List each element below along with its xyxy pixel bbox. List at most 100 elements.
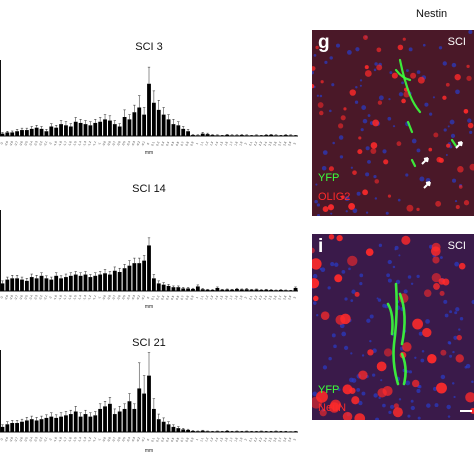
bar bbox=[49, 126, 54, 136]
nucleus-dot bbox=[434, 403, 439, 408]
bar bbox=[283, 135, 288, 136]
nucleus-dot bbox=[361, 391, 366, 396]
marker-cell bbox=[417, 76, 425, 84]
nucleus-dot bbox=[359, 79, 363, 82]
nucleus-dot bbox=[455, 307, 460, 312]
marker-cell bbox=[377, 100, 383, 105]
x-tick-label: -2.7 bbox=[13, 294, 19, 301]
nucleus-dot bbox=[312, 301, 317, 305]
marker-cell bbox=[312, 278, 320, 289]
x-tick-label: 2 bbox=[244, 438, 248, 441]
nucleus-dot bbox=[426, 403, 431, 408]
bar bbox=[103, 273, 107, 291]
marker-cell bbox=[358, 370, 368, 380]
bar bbox=[88, 125, 93, 136]
bar bbox=[186, 429, 190, 432]
bar bbox=[161, 421, 166, 432]
x-tick-label: 0.4 bbox=[165, 437, 170, 443]
x-tick-label: -0.7 bbox=[111, 294, 117, 301]
marker-cell bbox=[396, 141, 402, 147]
marker-cell bbox=[367, 349, 374, 356]
nucleus-dot bbox=[388, 410, 392, 414]
bar bbox=[239, 289, 244, 291]
bar bbox=[181, 128, 186, 136]
bar bbox=[186, 131, 190, 136]
x-tick-label: 0.4 bbox=[165, 295, 170, 301]
x-tick-label: 0.6 bbox=[175, 141, 180, 147]
bar bbox=[142, 393, 147, 432]
marker-cell bbox=[319, 110, 324, 116]
nucleus-dot bbox=[448, 341, 452, 345]
x-tick-label: -0.3 bbox=[131, 294, 137, 301]
nucleus-dot bbox=[380, 379, 383, 382]
bar bbox=[264, 289, 269, 291]
x-tick-label: 2.5 bbox=[268, 141, 273, 147]
marker-cell bbox=[431, 242, 441, 252]
marker-cell bbox=[401, 235, 411, 245]
bar bbox=[195, 135, 200, 136]
nucleus-dot bbox=[344, 297, 348, 301]
marker-cell bbox=[411, 379, 420, 388]
nucleus-dot bbox=[319, 94, 323, 98]
x-tick-label: 2.1 bbox=[248, 295, 253, 301]
bar bbox=[254, 289, 259, 291]
marker-cell bbox=[320, 80, 324, 84]
marker-cell bbox=[328, 234, 335, 240]
bar bbox=[225, 430, 230, 432]
nucleus-dot bbox=[419, 176, 425, 182]
chart-title: SCI 21 bbox=[132, 337, 166, 349]
marker-cell bbox=[397, 44, 404, 51]
marker-cell bbox=[372, 119, 380, 127]
panel-condition-label: SCI bbox=[447, 36, 466, 48]
nucleus-dot bbox=[375, 417, 380, 420]
marker-cell bbox=[377, 388, 387, 398]
yfp-signal bbox=[406, 120, 414, 134]
x-tick-label: -3 bbox=[0, 295, 4, 299]
nucleus-dot bbox=[405, 173, 409, 177]
x-tick-label: 2.3 bbox=[258, 437, 263, 443]
nucleus-dot bbox=[398, 92, 404, 97]
x-tick-label: 3 bbox=[292, 438, 296, 441]
x-tick-label: 0 bbox=[146, 142, 150, 145]
nucleus-dot bbox=[334, 262, 339, 267]
x-tick-label: -0.6 bbox=[116, 294, 122, 301]
x-tick-label: 0 bbox=[146, 438, 150, 441]
marker-cell bbox=[354, 291, 360, 297]
nucleus-dot bbox=[322, 150, 328, 155]
x-tick-label: -0.4 bbox=[126, 436, 132, 443]
x-tick-label: -1.3 bbox=[82, 140, 88, 147]
nucleus-dot bbox=[407, 275, 412, 279]
x-tick-label: 2 bbox=[244, 296, 248, 299]
nucleus-dot bbox=[416, 148, 421, 153]
bar bbox=[254, 135, 259, 136]
nucleus-dot bbox=[316, 314, 319, 317]
bar bbox=[186, 288, 190, 291]
marker-cell bbox=[312, 66, 316, 71]
x-tick-label: -0.9 bbox=[101, 294, 107, 301]
nucleus-dot bbox=[361, 354, 365, 357]
bar bbox=[235, 431, 239, 432]
marker-cell bbox=[423, 289, 432, 297]
bar bbox=[215, 431, 220, 432]
x-tick-label: 2.5 bbox=[268, 437, 273, 443]
bar bbox=[39, 419, 44, 432]
bar bbox=[176, 125, 181, 136]
nucleus-dot bbox=[444, 313, 449, 318]
x-tick-label: 0.6 bbox=[175, 295, 180, 301]
bar bbox=[235, 135, 239, 136]
nucleus-dot bbox=[329, 56, 333, 60]
micrograph-image bbox=[312, 234, 474, 420]
x-tick-label: -0.3 bbox=[131, 140, 137, 147]
marker-cell bbox=[342, 411, 353, 420]
bar bbox=[39, 128, 44, 136]
nucleus-dot bbox=[467, 118, 472, 123]
x-tick-label: 0.2 bbox=[155, 437, 160, 443]
marker-label-olig2: OLIG2 bbox=[318, 191, 351, 203]
bar bbox=[44, 417, 49, 432]
marker-cell bbox=[455, 205, 460, 210]
nucleus-dot bbox=[331, 83, 335, 87]
nucleus-dot bbox=[315, 183, 318, 186]
bar bbox=[225, 289, 230, 291]
bar bbox=[215, 287, 220, 291]
x-tick-label: -0.6 bbox=[116, 140, 122, 147]
